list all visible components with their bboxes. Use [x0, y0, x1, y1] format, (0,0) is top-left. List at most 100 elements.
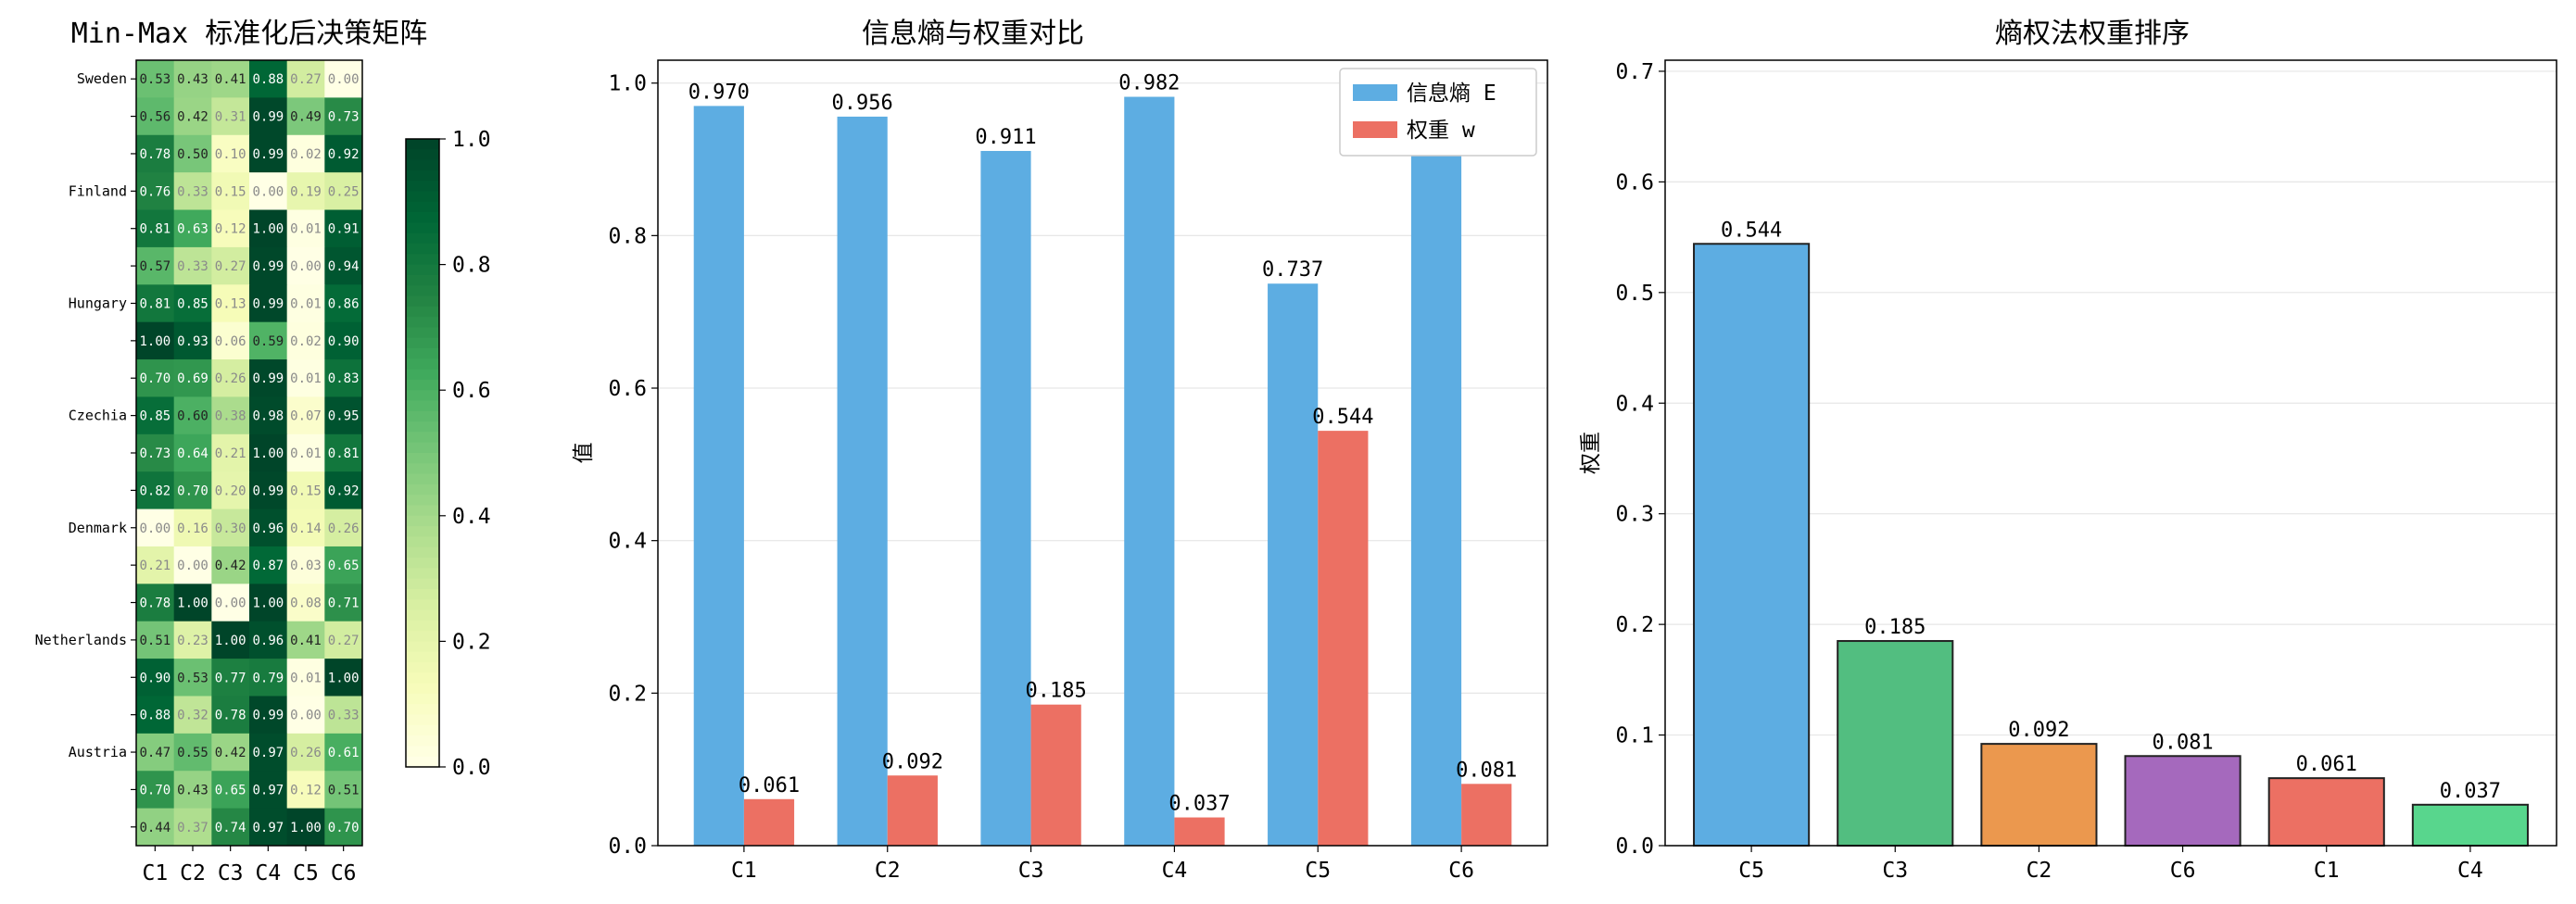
heatmap-cell-label: 0.92 [328, 483, 360, 498]
bar-value-label: 0.956 [832, 92, 893, 115]
heatmap-cell [249, 546, 288, 584]
colorbar-segment [406, 483, 439, 496]
colorbar-tick-label: 0.8 [452, 254, 491, 278]
y-tick-label: 0.4 [608, 530, 647, 554]
heatmap-cell-label: 0.42 [215, 559, 246, 573]
heatmap-cell [324, 284, 363, 323]
bar-value-label: 0.737 [1262, 258, 1323, 282]
heatmap-cell-label: 0.33 [328, 709, 360, 723]
colorbar-segment [406, 578, 439, 590]
heatmap-cell [249, 584, 288, 622]
heatmap-cell [136, 246, 175, 285]
x-tick-label: C2 [875, 859, 901, 883]
colorbar-segment [406, 379, 439, 391]
weight-ranking-bars: 0.544 0.185 0.092 0.081 0.061 0.037 [1693, 219, 2529, 848]
weight-ranking-title: 熵权法权重排序 [1995, 18, 2190, 50]
ranking-bar-value-label: 0.037 [2440, 780, 2501, 803]
colorbar-segment [406, 735, 439, 747]
colorbar-segment [406, 746, 439, 758]
heatmap-cell-label: 0.87 [252, 559, 284, 573]
y-tick-label: 0.0 [1615, 835, 1654, 859]
heatmap-cell [136, 621, 175, 659]
heatmap-row-label: Netherlands [35, 632, 127, 648]
heatmap-cell [249, 172, 288, 211]
heatmap-cell [173, 733, 212, 772]
colorbar-segment [406, 546, 439, 559]
heatmap-cell [136, 546, 175, 584]
y-tick-label: 0.0 [608, 835, 647, 859]
entropy-weight-title: 信息熵与权重对比 [862, 18, 1084, 50]
heatmap-cell [249, 134, 288, 173]
heatmap-cell-label: 0.43 [177, 72, 208, 87]
heatmap-cell [249, 209, 288, 248]
bar-weight [1030, 704, 1081, 846]
colorbar-tick-label: 0.0 [452, 756, 491, 780]
bar-entropy [980, 150, 1031, 847]
heatmap-cell [136, 60, 175, 98]
heatmap-cell [286, 471, 325, 510]
heatmap-cell-label: 0.96 [252, 521, 284, 536]
y-tick-label: 0.8 [608, 224, 647, 248]
heatmap-column-label: C1 [142, 861, 168, 885]
y-tick-label: 0.2 [1615, 613, 1654, 637]
colorbar-segment [406, 170, 439, 182]
ranking-bar-value-label: 0.185 [1864, 616, 1926, 639]
colorbar-segment [406, 453, 439, 464]
heatmap-cell [173, 433, 212, 472]
heatmap-cell-label: 0.15 [290, 483, 322, 498]
legend-label-weight: 权重 w [1407, 119, 1475, 143]
heatmap-cell-label: 0.06 [215, 334, 246, 349]
heatmap-cell [211, 284, 250, 323]
heatmap-cell-label: 0.14 [290, 521, 322, 536]
heatmap-cell [286, 808, 325, 847]
heatmap-column-label: C4 [255, 861, 281, 885]
heatmap-cell-label: 0.03 [290, 559, 322, 573]
heatmap-cell [286, 433, 325, 472]
heatmap-cell [286, 172, 325, 211]
heatmap-cell-label: 0.41 [215, 72, 246, 87]
heatmap-cell [249, 321, 288, 360]
heatmap-cell [286, 246, 325, 285]
colorbar-segment [406, 201, 439, 213]
heatmap-cell-label: 0.10 [215, 147, 246, 162]
heatmap-cell-label: 0.86 [328, 296, 360, 311]
heatmap-cell-label: 0.26 [328, 521, 360, 536]
ranking-bar [1837, 640, 1954, 847]
heatmap-cell [136, 771, 175, 810]
heatmap-cell [173, 321, 212, 360]
heatmap-cell [173, 584, 212, 622]
heatmap-cell-label: 0.12 [290, 783, 322, 797]
heatmap-cell-label: 0.32 [177, 709, 208, 723]
heatmap-cell-label: 0.88 [139, 709, 170, 723]
y-tick-label: 0.6 [1615, 170, 1654, 195]
heatmap-cell-label: 0.70 [328, 821, 360, 835]
x-tick-label: C1 [731, 859, 757, 883]
heatmap-cell-label: 1.00 [252, 446, 284, 461]
colorbar-segment [406, 672, 439, 684]
heatmap-cell [173, 696, 212, 734]
heatmap-cell [136, 508, 175, 547]
colorbar-segment [406, 609, 439, 622]
heatmap-cell [136, 284, 175, 323]
heatmap-cell [324, 659, 363, 697]
legend-swatch-weight [1353, 121, 1397, 138]
heatmap-cell [286, 396, 325, 435]
legend-swatch-entropy [1353, 84, 1397, 101]
heatmap-cell-label: 0.01 [290, 296, 322, 311]
heatmap-cell-label: 0.08 [290, 596, 322, 611]
heatmap-cell-label: 0.70 [139, 371, 170, 386]
heatmap-cell [211, 471, 250, 510]
heatmap-cell [249, 284, 288, 323]
x-tick-label: C3 [1018, 859, 1044, 883]
colorbar-segment [406, 306, 439, 318]
colorbar-segment [406, 714, 439, 726]
heatmap-row-labels: Sweden Finland Hungary Czechia Denmark Nether… [35, 70, 136, 828]
heatmap-cell [286, 97, 325, 136]
heatmap-cell [286, 321, 325, 360]
heatmap-cell-label: 0.44 [139, 821, 170, 835]
colorbar-segment [406, 568, 439, 580]
heatmap-cell [249, 246, 288, 285]
colorbar-segment [406, 390, 439, 402]
heatmap-cell-label: 0.47 [139, 746, 170, 760]
heatmap-cell-label: 0.99 [252, 296, 284, 311]
